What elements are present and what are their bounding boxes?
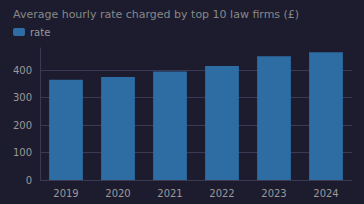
svg-text:400: 400 bbox=[13, 65, 32, 76]
svg-text:2019: 2019 bbox=[53, 188, 78, 199]
svg-text:2021: 2021 bbox=[157, 188, 182, 199]
svg-text:2022: 2022 bbox=[209, 188, 234, 199]
svg-text:300: 300 bbox=[13, 92, 32, 103]
svg-text:100: 100 bbox=[13, 147, 32, 158]
svg-text:rate: rate bbox=[30, 27, 50, 38]
svg-text:200: 200 bbox=[13, 120, 32, 131]
svg-text:0: 0 bbox=[26, 175, 32, 186]
svg-text:Average hourly rate charged by: Average hourly rate charged by top 10 la… bbox=[13, 8, 299, 21]
svg-text:2023: 2023 bbox=[261, 188, 286, 199]
svg-text:2020: 2020 bbox=[105, 188, 130, 199]
svg-text:2024: 2024 bbox=[313, 188, 338, 199]
